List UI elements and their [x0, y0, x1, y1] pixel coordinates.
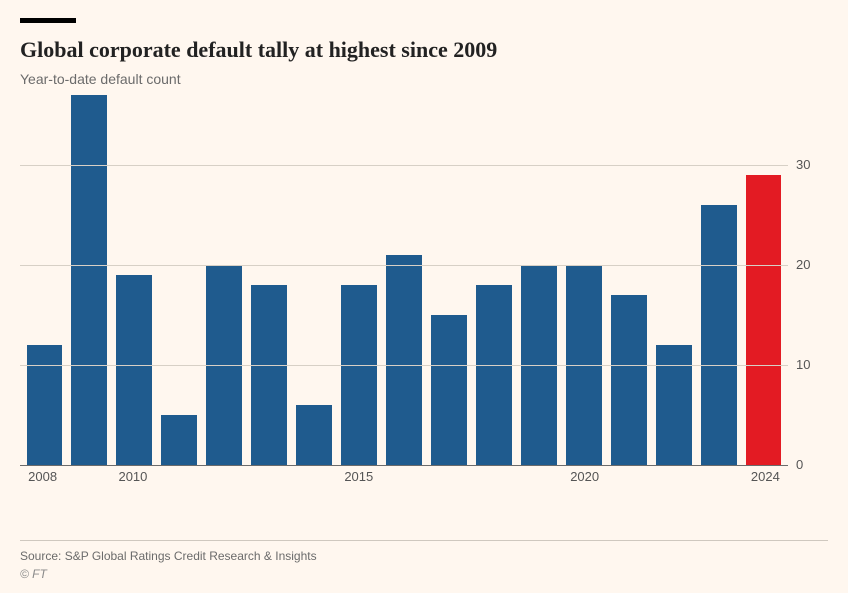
chart: 0102030 20082010201520202024 — [20, 95, 828, 495]
bar — [656, 345, 692, 465]
bar — [746, 175, 782, 465]
bar — [611, 295, 647, 465]
bar-slot — [22, 95, 67, 465]
x-tick-label — [291, 469, 336, 495]
bars-container — [20, 95, 788, 465]
accent-rule — [20, 18, 76, 23]
x-tick-label — [517, 469, 562, 495]
plot-area: 0102030 — [20, 95, 788, 465]
y-tick-label: 0 — [796, 457, 803, 472]
bar-slot — [112, 95, 157, 465]
x-tick-label — [65, 469, 110, 495]
bar — [341, 285, 377, 465]
bar — [386, 255, 422, 465]
source-text: Source: S&P Global Ratings Credit Resear… — [20, 549, 828, 563]
bar-slot — [426, 95, 471, 465]
bar-slot — [606, 95, 651, 465]
bar — [296, 405, 332, 465]
gridline — [20, 265, 788, 266]
bar-slot — [292, 95, 337, 465]
bar-slot — [471, 95, 516, 465]
bar-slot — [741, 95, 786, 465]
x-tick-label: 2015 — [336, 469, 381, 495]
x-tick-label — [652, 469, 697, 495]
bar-slot — [696, 95, 741, 465]
x-tick-label — [381, 469, 426, 495]
y-tick-label: 10 — [796, 357, 810, 372]
y-tick-label: 30 — [796, 157, 810, 172]
bar-slot — [337, 95, 382, 465]
bar — [161, 415, 197, 465]
bar — [701, 205, 737, 465]
bar — [251, 285, 287, 465]
x-tick-label — [201, 469, 246, 495]
bar — [116, 275, 152, 465]
x-tick-label — [698, 469, 743, 495]
x-tick-label: 2024 — [743, 469, 788, 495]
x-tick-label: 2010 — [110, 469, 155, 495]
copyright-text: © FT — [20, 567, 828, 581]
bar-slot — [651, 95, 696, 465]
gridline — [20, 465, 788, 466]
x-tick-label — [607, 469, 652, 495]
y-tick-label: 20 — [796, 257, 810, 272]
bar-slot — [561, 95, 606, 465]
chart-subtitle: Year-to-date default count — [20, 71, 828, 87]
bar — [71, 95, 107, 465]
bar-slot — [157, 95, 202, 465]
bar — [476, 285, 512, 465]
chart-title: Global corporate default tally at highes… — [20, 37, 828, 63]
bar-slot — [67, 95, 112, 465]
gridline — [20, 365, 788, 366]
x-tick-label — [427, 469, 472, 495]
x-axis-labels: 2008 2010 2015 2020 2024 — [20, 469, 788, 495]
chart-footer: Source: S&P Global Ratings Credit Resear… — [20, 540, 828, 581]
gridline — [20, 165, 788, 166]
bar — [431, 315, 467, 465]
x-tick-label — [246, 469, 291, 495]
x-tick-label: 2020 — [562, 469, 607, 495]
bar-slot — [247, 95, 292, 465]
bar — [27, 345, 63, 465]
x-tick-label — [472, 469, 517, 495]
bar-slot — [382, 95, 427, 465]
bar-slot — [202, 95, 247, 465]
bar-slot — [516, 95, 561, 465]
x-tick-label: 2008 — [20, 469, 65, 495]
x-tick-label — [156, 469, 201, 495]
